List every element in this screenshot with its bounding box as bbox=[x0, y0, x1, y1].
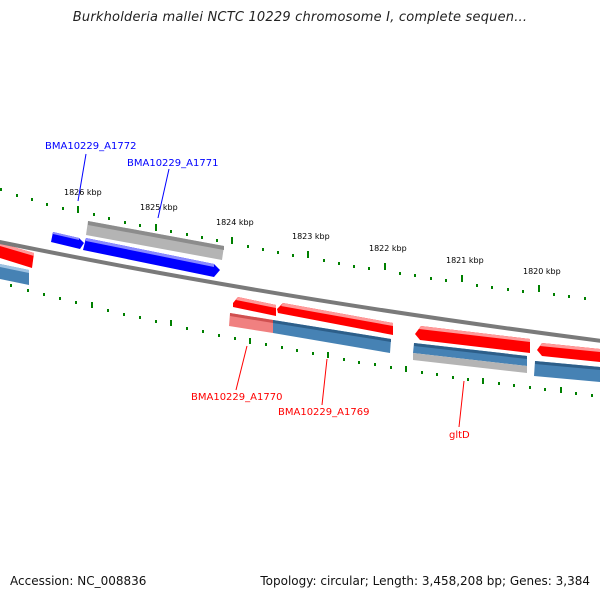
gene-labels: BMA10229_A1772 BMA10229_A1771 BMA10229_A… bbox=[45, 141, 470, 441]
gene-A1770[interactable] bbox=[233, 297, 276, 316]
gene-feature-red[interactable] bbox=[0, 243, 34, 268]
outer-tick-ring bbox=[0, 188, 586, 300]
accession-label: Accession: NC_008836 bbox=[10, 574, 147, 588]
kbp-label: 1824 kbp bbox=[216, 218, 254, 227]
gene-label-a1769[interactable]: BMA10229_A1769 bbox=[278, 407, 369, 418]
kbp-label: 1826 kbp bbox=[64, 188, 102, 197]
kbp-label: 1825 kbp bbox=[140, 203, 178, 212]
topology-summary: Topology: circular; Length: 3,458,208 bp… bbox=[260, 574, 590, 588]
gene-A1772[interactable] bbox=[51, 232, 84, 249]
genome-backbone bbox=[0, 240, 600, 343]
gene-gltD[interactable] bbox=[415, 326, 530, 353]
gene-A1769[interactable] bbox=[277, 303, 393, 335]
gene-A1771[interactable] bbox=[83, 238, 220, 277]
map-title: Burkholderia mallei NCTC 10229 chromosom… bbox=[72, 10, 528, 25]
gene-label-a1770[interactable]: BMA10229_A1770 bbox=[191, 392, 282, 403]
kbp-label: 1822 kbp bbox=[369, 244, 407, 253]
cds-A1769[interactable] bbox=[273, 320, 391, 353]
kbp-label: 1820 kbp bbox=[523, 267, 561, 276]
kbp-labels: 1826 kbp 1825 kbp 1824 kbp 1823 kbp 1822… bbox=[64, 188, 561, 276]
gene-label-a1771[interactable]: BMA10229_A1771 bbox=[127, 158, 218, 169]
cds-A1770[interactable] bbox=[229, 313, 273, 333]
kbp-label: 1823 kbp bbox=[292, 232, 330, 241]
label-leaders bbox=[77, 153, 465, 428]
forward-features bbox=[0, 221, 224, 277]
reverse-features bbox=[0, 264, 600, 382]
gene-label-a1772[interactable]: BMA10229_A1772 bbox=[45, 141, 136, 152]
inner-tick-ring bbox=[10, 284, 593, 397]
kbp-label: 1821 kbp bbox=[446, 256, 484, 265]
gene-label-gltd[interactable]: gltD bbox=[449, 430, 470, 441]
